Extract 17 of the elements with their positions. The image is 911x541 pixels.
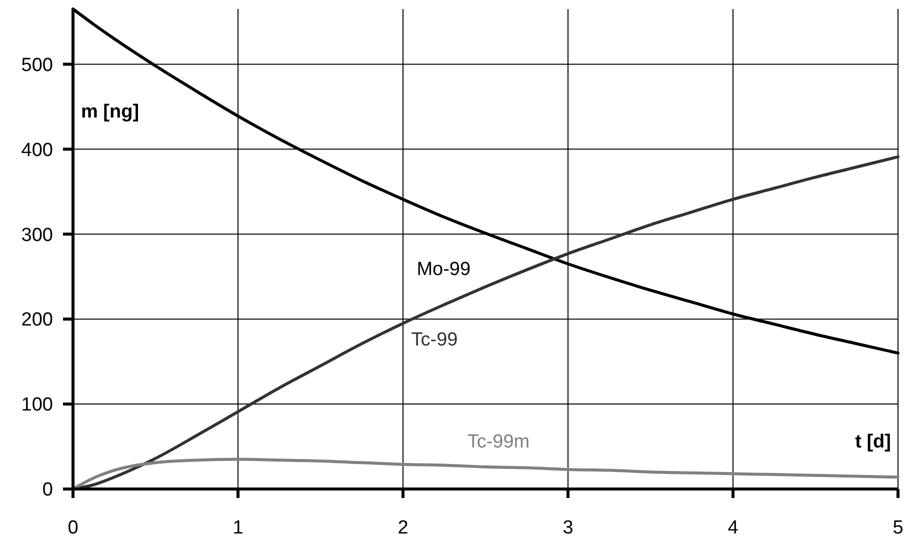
x-tick-label: 1 [232,518,244,539]
series-label: Tc-99 [411,329,458,350]
x-tick-label: 3 [562,518,574,539]
series-label: Tc-99m [467,432,530,453]
y-tick-label: 500 [21,54,53,76]
y-axis-title: m [ng] [81,102,140,123]
x-tick-label: 0 [68,518,78,539]
x-axis-title: t [d] [855,432,891,453]
y-tick-label: 400 [21,140,53,161]
x-tick-label: 5 [892,518,904,539]
y-tick-label: 0 [42,480,53,501]
x-tick-label: 4 [728,518,739,539]
y-tick-label: 200 [21,310,53,331]
y-tick-label: 300 [21,224,53,246]
series-label: Mo-99 [416,258,471,280]
x-tick-label: 2 [398,518,408,539]
y-tick-label: 100 [21,394,53,416]
